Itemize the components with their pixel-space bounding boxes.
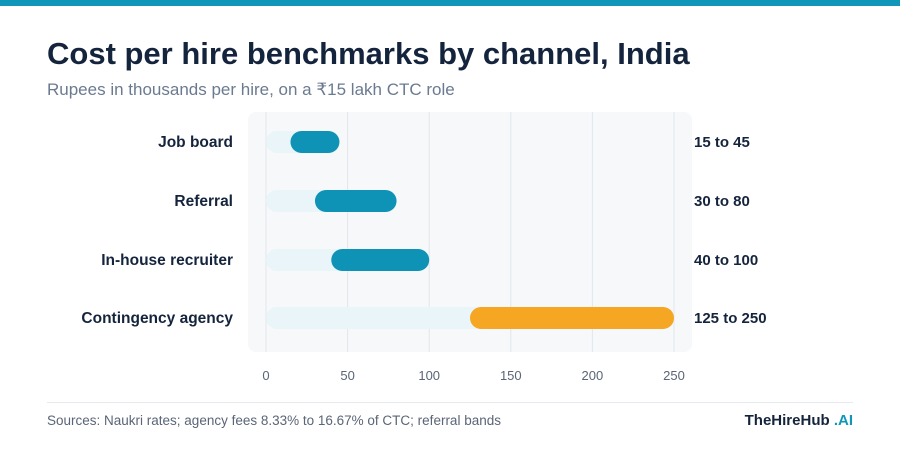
x-tick-label: 200: [582, 368, 604, 383]
range-bar-chart: 0 50 100 150 200 250 Job board 15 to 45 Referral…: [81, 112, 767, 383]
range-value-label: 40 to 100: [694, 252, 758, 269]
x-tick-label: 50: [340, 368, 354, 383]
category-label: In-house recruiter: [101, 252, 233, 269]
chart-subtitle: Rupees in thousands per hire, on a ₹15 l…: [47, 80, 455, 99]
brand-logo: TheHireHub .AI: [745, 412, 853, 429]
x-tick-label: 250: [663, 368, 685, 383]
range-value-label: 125 to 250: [694, 310, 767, 327]
x-tick-label: 0: [262, 368, 269, 383]
category-label: Job board: [158, 134, 233, 151]
category-label: Referral: [174, 193, 233, 210]
range-bar: [314, 190, 397, 212]
range-bar: [290, 131, 340, 153]
brand-name: TheHireHub: [744, 412, 830, 429]
range-bar: [470, 307, 674, 329]
brand-suffix: .AI: [833, 412, 853, 429]
top-accent-bar: [0, 0, 900, 6]
range-value-label: 15 to 45: [694, 134, 750, 151]
x-tick-label: 100: [418, 368, 440, 383]
category-label: Contingency agency: [81, 310, 233, 327]
range-bar: [331, 249, 430, 271]
sources-note: Sources: Naukri rates; agency fees 8.33%…: [47, 413, 501, 428]
footer-divider: [47, 402, 853, 403]
chart-title: Cost per hire benchmarks by channel, Ind…: [47, 36, 690, 71]
x-tick-label: 150: [500, 368, 522, 383]
range-value-label: 30 to 80: [694, 193, 750, 210]
plot-area: [248, 112, 692, 352]
